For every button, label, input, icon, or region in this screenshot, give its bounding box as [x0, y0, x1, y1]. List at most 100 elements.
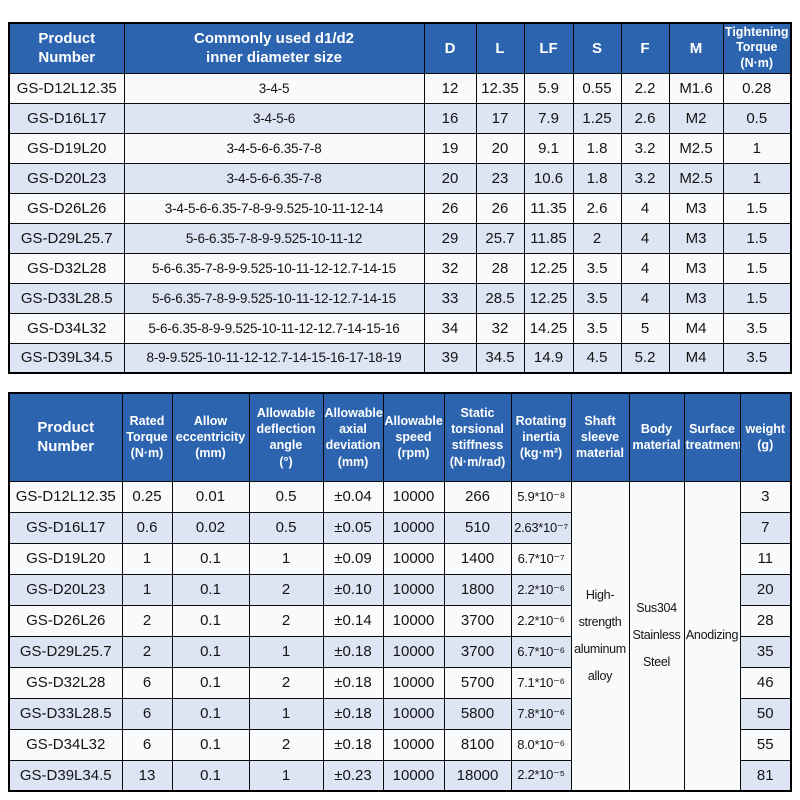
table-cell: 2.2*10⁻⁶: [510, 573, 572, 606]
table-cell: 2: [248, 666, 324, 699]
weight-cell: 20: [739, 573, 792, 606]
table-row: GS-D20L23 3-4-5-6-6.35-7-8 20 23 10.6 1.8 3.2 M…: [8, 162, 792, 194]
table-cell: 5800: [443, 697, 512, 730]
table-cell: 28.5: [475, 282, 525, 314]
table-cell: M2.5: [668, 132, 724, 164]
weight-cell: 11: [739, 542, 792, 575]
column-header-weight: weight (g): [739, 392, 792, 482]
table-cell: 16: [423, 102, 477, 134]
table-cell: 5700: [443, 666, 512, 699]
table-cell: 12: [423, 72, 477, 104]
table-cell: 1.5: [722, 252, 792, 284]
table-row: GS-D29L25.7 2 0.1 1 ±0.18 10000 3700 6.7*10⁻⁶ 35: [8, 635, 792, 668]
table-cell: ±0.09: [322, 542, 384, 575]
product-number-cell: GS-D20L23: [8, 573, 123, 606]
table-cell: 0.28: [722, 72, 792, 104]
table-cell: 1: [722, 162, 792, 194]
table-header-row: Product Number Rated Torque (N·m) Allow …: [8, 392, 792, 482]
table-cell: 0.5: [722, 102, 792, 134]
table-cell: 4: [620, 282, 670, 314]
table-cell: 10000: [382, 511, 445, 544]
table-cell: 4: [620, 252, 670, 284]
table-cell: 5.2: [620, 342, 670, 374]
table-cell: 3.5: [722, 312, 792, 344]
table-cell: 3-4-5-6-6.35-7-8: [123, 132, 425, 164]
table-cell: 266: [443, 480, 512, 513]
table-cell: 1400: [443, 542, 512, 575]
table-cell: M3: [668, 252, 724, 284]
table-cell: 6.7*10⁻⁶: [510, 635, 572, 668]
column-header-shaft-sleeve-material: Shaft sleeve material: [570, 392, 630, 482]
column-header-allow-eccentricity: Allow eccentricity (mm): [171, 392, 250, 482]
table-cell: 3.2: [620, 162, 670, 194]
table-cell: 11.85: [523, 222, 574, 254]
product-number-cell: GS-D19L20: [8, 542, 123, 575]
table-cell: 3.2: [620, 132, 670, 164]
column-header-surface-treatment: Surface treatment: [683, 392, 741, 482]
table-cell: 4: [620, 222, 670, 254]
table-cell: 10000: [382, 573, 445, 606]
body-material-cell: Sus304 Stainless Steel: [628, 480, 685, 792]
table-cell: 2.63*10⁻⁷: [510, 511, 572, 544]
table-cell: 10000: [382, 697, 445, 730]
weight-cell: 35: [739, 635, 792, 668]
table-cell: 6: [121, 728, 173, 761]
product-number-cell: GS-D12L12.35: [8, 72, 125, 104]
table-cell: 2: [572, 222, 622, 254]
table-row: GS-D32L28 6 0.1 2 ±0.18 10000 5700 7.1*10⁻⁶ 46: [8, 666, 792, 699]
table-cell: 3.5: [572, 312, 622, 344]
table-row: GS-D29L25.7 5-6-6.35-7-8-9-9.525-10-11-12…: [8, 222, 792, 254]
product-number-cell: GS-D26L26: [8, 604, 123, 637]
table-cell: 1: [248, 697, 324, 730]
table-cell: 8100: [443, 728, 512, 761]
table-cell: 10000: [382, 759, 445, 792]
table-cell: 1: [248, 542, 324, 575]
weight-cell: 50: [739, 697, 792, 730]
table-cell: 32: [423, 252, 477, 284]
table-cell: 12.25: [523, 252, 574, 284]
table-cell: 3.5: [572, 282, 622, 314]
table-cell: 2.2: [620, 72, 670, 104]
table-cell: 1: [248, 635, 324, 668]
table-cell: 19: [423, 132, 477, 164]
table-cell: M1.6: [668, 72, 724, 104]
product-number-cell: GS-D29L25.7: [8, 635, 123, 668]
table-cell: 7.8*10⁻⁶: [510, 697, 572, 730]
table-cell: 34: [423, 312, 477, 344]
table-cell: 4.5: [572, 342, 622, 374]
table-cell: 1: [121, 542, 173, 575]
product-number-cell: GS-D19L20: [8, 132, 125, 164]
table-cell: 12.35: [475, 72, 525, 104]
product-number-cell: GS-D32L28: [8, 666, 123, 699]
column-header-l: L: [475, 22, 525, 74]
table-cell: 8.0*10⁻⁶: [510, 728, 572, 761]
table-cell: 5-6-6.35-7-8-9-9.525-10-11-12: [123, 222, 425, 254]
table-row: GS-D20L23 1 0.1 2 ±0.10 10000 1800 2.2*10⁻⁶ 20: [8, 573, 792, 606]
table-cell: ±0.05: [322, 511, 384, 544]
table-cell: 1.5: [722, 222, 792, 254]
table-cell: ±0.14: [322, 604, 384, 637]
table-cell: ±0.18: [322, 697, 384, 730]
table-cell: 10000: [382, 666, 445, 699]
table-cell: 0.01: [171, 480, 250, 513]
table-cell: 1: [722, 132, 792, 164]
column-header-product-number: Product Number: [8, 392, 123, 482]
table-gap: [8, 374, 792, 392]
dimensions-table-header: Product Number Commonly used d1/d2 inner…: [8, 22, 792, 74]
table-cell: 0.25: [121, 480, 173, 513]
table-cell: 6: [121, 666, 173, 699]
table-cell: 0.02: [171, 511, 250, 544]
table-row: GS-D34L32 5-6-6.35-8-9-9.525-10-11-12-12.…: [8, 312, 792, 344]
table-cell: 2.6: [572, 192, 622, 224]
table-cell: 3.5: [572, 252, 622, 284]
table-cell: 8-9-9.525-10-11-12-12.7-14-15-16-17-18-1…: [123, 342, 425, 374]
column-header-body-material: Body material: [628, 392, 685, 482]
table-cell: 0.1: [171, 573, 250, 606]
table-cell: 0.1: [171, 604, 250, 637]
column-header-d: D: [423, 22, 477, 74]
table-cell: 1.25: [572, 102, 622, 134]
table-cell: 3-4-5-6-6.35-7-8-9-9.525-10-11-12-14: [123, 192, 425, 224]
table-cell: 9.1: [523, 132, 574, 164]
table-row: GS-D26L26 2 0.1 2 ±0.14 10000 3700 2.2*10⁻⁶ 28: [8, 604, 792, 637]
table-cell: M3: [668, 222, 724, 254]
